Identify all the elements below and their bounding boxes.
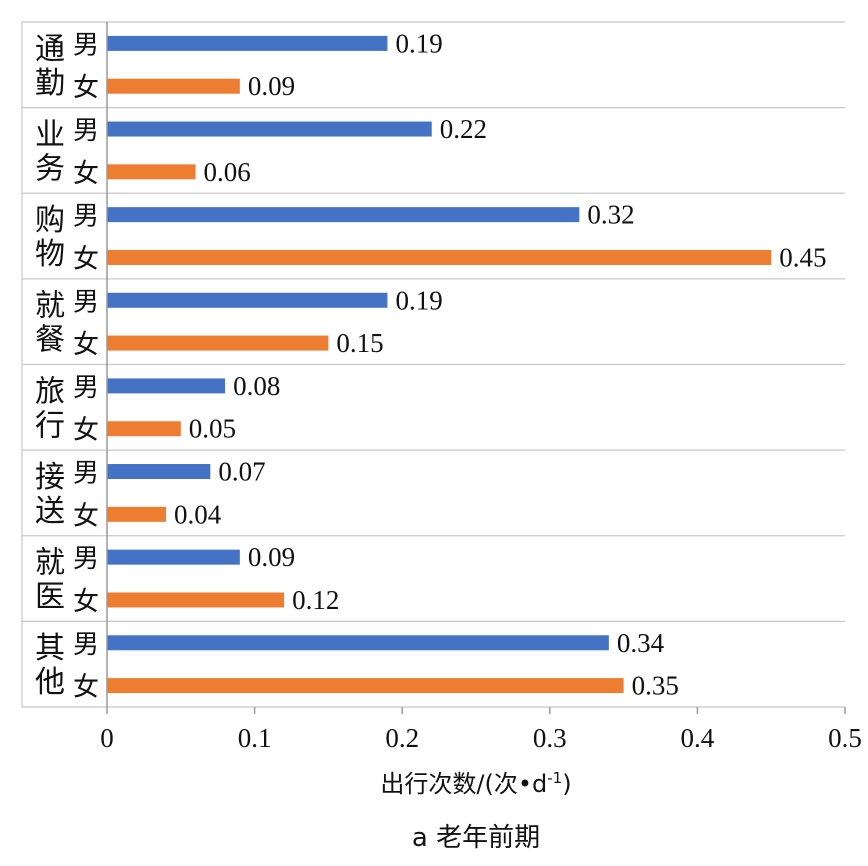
sex-label: 女 xyxy=(73,673,99,703)
data-label: 0.08 xyxy=(233,371,280,401)
x-axis-title: 出行次数/(次•d-1) xyxy=(380,769,571,798)
sex-label: 女 xyxy=(73,244,99,274)
data-label: 0.09 xyxy=(248,542,295,572)
sex-label: 女 xyxy=(73,416,99,446)
x-tick-label: 0.5 xyxy=(828,723,862,753)
sex-label: 女 xyxy=(73,330,99,360)
sex-label: 女 xyxy=(73,159,99,189)
sex-label: 女 xyxy=(73,501,99,531)
bar-female xyxy=(107,421,181,437)
category-label: 旅行 xyxy=(35,374,65,443)
bar-male xyxy=(107,635,609,651)
bar-male xyxy=(107,292,388,308)
bar-female xyxy=(107,78,240,94)
category-label: 购物 xyxy=(35,203,65,272)
x-tick-label: 0.1 xyxy=(238,723,272,753)
bar-male xyxy=(107,464,211,480)
data-label: 0.34 xyxy=(617,628,665,658)
sex-label: 男 xyxy=(73,287,99,317)
sex-label: 男 xyxy=(73,116,99,146)
data-label: 0.19 xyxy=(395,285,442,315)
category-label: 业务 xyxy=(35,117,65,186)
sex-label: 女 xyxy=(73,73,99,103)
category-label: 就餐 xyxy=(35,289,65,358)
data-label: 0.35 xyxy=(632,671,679,701)
x-tick-label: 0.4 xyxy=(681,723,715,753)
figure-caption: a 老年前期 xyxy=(412,823,540,853)
data-label: 0.04 xyxy=(174,499,222,529)
data-label: 0.32 xyxy=(587,200,634,230)
data-label: 0.22 xyxy=(440,114,487,144)
sex-label: 男 xyxy=(73,459,99,489)
data-label: 0.06 xyxy=(204,157,251,187)
category-label: 就医 xyxy=(35,546,65,615)
category-label: 其他 xyxy=(35,631,65,700)
bar-male xyxy=(107,35,388,51)
data-label: 0.12 xyxy=(292,585,339,615)
data-label: 0.05 xyxy=(189,414,236,444)
sex-label: 男 xyxy=(73,202,99,232)
bar-female xyxy=(107,592,285,608)
sex-label: 男 xyxy=(73,544,99,574)
bar-male xyxy=(107,207,580,223)
bar-female xyxy=(107,164,196,180)
bar-male xyxy=(107,121,432,137)
x-tick-label: 0.2 xyxy=(385,723,419,753)
bar-female xyxy=(107,678,624,694)
bar-male xyxy=(107,378,226,394)
sex-label: 男 xyxy=(73,630,99,660)
data-label: 0.07 xyxy=(218,457,265,487)
bar-female xyxy=(107,249,772,265)
bar-male xyxy=(107,549,240,565)
sex-label: 男 xyxy=(73,30,99,60)
sex-label: 男 xyxy=(73,373,99,403)
data-label: 0.09 xyxy=(248,71,295,101)
x-axis: 0 0.1 0.2 0.3 0.4 0.5 xyxy=(100,22,862,753)
category-label: 通勤 xyxy=(35,32,65,101)
category-label: 接送 xyxy=(35,460,65,529)
x-tick-label: 0.3 xyxy=(533,723,567,753)
data-label: 0.19 xyxy=(395,28,442,58)
bar-female xyxy=(107,335,329,351)
bar-female xyxy=(107,506,167,522)
sex-label: 女 xyxy=(73,587,99,617)
bars-layer: 0.19 0.09 0.22 0.06 0.32 0.45 0.19 0.15 0.08 0.05… xyxy=(107,28,826,701)
x-tick-label: 0 xyxy=(100,723,114,753)
data-label: 0.15 xyxy=(336,328,383,358)
data-label: 0.45 xyxy=(779,242,826,272)
